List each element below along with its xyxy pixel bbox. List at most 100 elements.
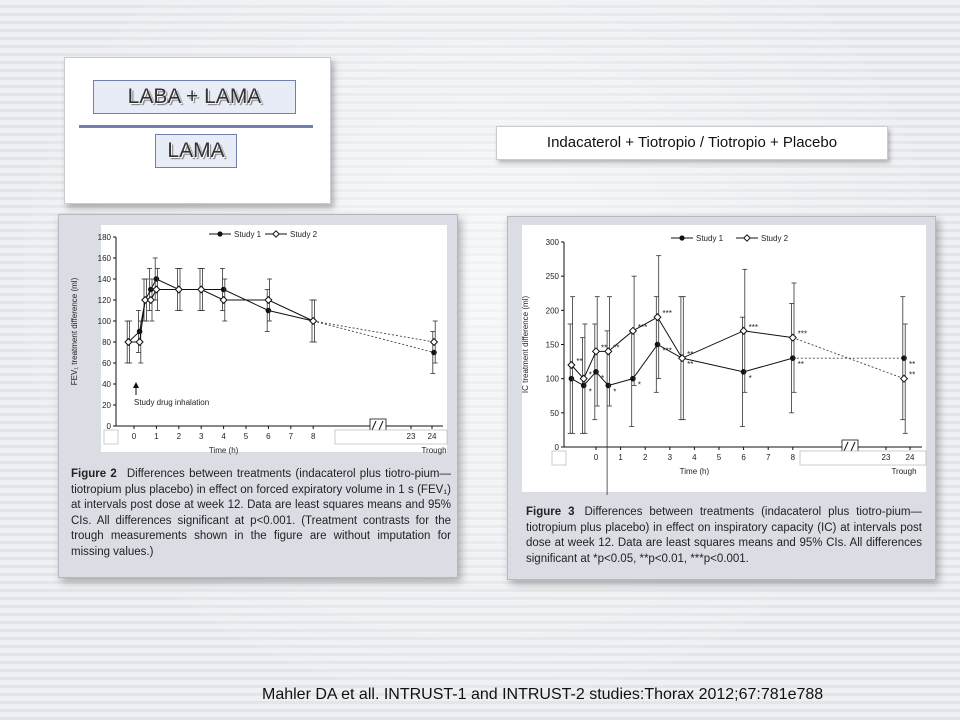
- y-tick-label: 150: [546, 341, 560, 350]
- x-tick-label: 23: [882, 453, 891, 462]
- x-tick-label: 1: [618, 453, 623, 462]
- significance-label-study-2: **: [687, 350, 693, 359]
- trough-label: Trough: [891, 467, 916, 476]
- x-tick-label: 5: [717, 453, 722, 462]
- legend-marker-study-1: [217, 231, 223, 237]
- trough-label: Trough: [421, 446, 446, 455]
- x-tick-label: 24: [906, 453, 915, 462]
- significance-label-study-1: **: [687, 360, 693, 369]
- plot-area: [101, 225, 447, 452]
- lama-label: LAMA: [155, 134, 237, 168]
- significance-label-study-1: ***: [663, 347, 672, 356]
- significance-label-study-2: ***: [638, 323, 647, 332]
- legend-label-study-2: Study 2: [290, 230, 318, 239]
- study-drug-inhalation-label: Study drug inhalation: [134, 398, 209, 407]
- axis-break-mark: [843, 441, 849, 452]
- citation: Mahler DA et all. INTRUST-1 and INTRUST-…: [262, 686, 824, 703]
- series-line-study-2: [128, 289, 314, 343]
- x-tick-label: 8: [311, 432, 316, 441]
- legend-label-study-1: Study 1: [696, 234, 724, 243]
- legend-marker-study-1: [679, 235, 685, 241]
- treatment-legend-card: LABA + LAMA LAMA: [64, 57, 331, 204]
- data-point-study-1: [630, 375, 636, 382]
- comparison-subtitle: Indacaterol + Tiotropio / Tiotropio + Pl…: [496, 126, 888, 160]
- data-point-study-1: [580, 382, 587, 389]
- data-point-study-2: [591, 347, 601, 356]
- y-tick-label: 60: [102, 359, 111, 368]
- significance-label-study-2: **: [909, 371, 915, 380]
- x-label-box-left: [103, 429, 119, 445]
- significance-label-study-2: **: [601, 343, 607, 352]
- significance-label-study-2: ***: [663, 309, 672, 318]
- x-tick-label: 6: [741, 453, 746, 462]
- axis-break-mark: [371, 420, 377, 431]
- figure-3-caption-text: Differences between treatments (indacate…: [526, 506, 922, 565]
- x-label-box-right: [334, 429, 448, 445]
- data-point-study-2: [174, 285, 183, 294]
- data-point-study-2: [141, 295, 150, 305]
- data-point-study-1: [901, 355, 907, 361]
- y-tick-label: 250: [546, 272, 560, 281]
- y-tick-label: 120: [98, 296, 112, 305]
- data-point-study-2: [124, 337, 133, 347]
- y-tick-label: 0: [107, 422, 112, 431]
- figure-3-caption-label: Figure 3: [526, 506, 575, 518]
- y-tick-label: 200: [546, 306, 560, 315]
- x-axis-label: Time (h): [209, 446, 239, 455]
- data-point-study-2: [567, 360, 576, 370]
- x-tick-label: 7: [289, 432, 294, 441]
- x-tick-label: 23: [407, 432, 416, 441]
- y-tick-label: 0: [555, 443, 560, 452]
- x-tick-label: 1: [154, 432, 159, 441]
- data-point-study-1: [593, 369, 599, 375]
- data-point-study-2: [739, 326, 748, 335]
- data-point-study-2: [197, 285, 206, 294]
- x-tick-label: 2: [643, 453, 648, 462]
- y-tick-label: 140: [98, 275, 112, 284]
- x-tick-label: 4: [221, 432, 226, 441]
- significance-label-study-2: **: [576, 357, 582, 366]
- x-tick-label: 3: [199, 432, 204, 441]
- significance-label-study-2: **: [613, 343, 619, 352]
- significance-label-study-1: *: [601, 374, 604, 383]
- data-point-study-1: [568, 375, 575, 382]
- data-point-study-2: [152, 285, 161, 294]
- y-tick-label: 20: [102, 401, 111, 410]
- x-tick-label: 2: [177, 432, 182, 441]
- data-point-study-2: [653, 313, 662, 322]
- x-tick-label: 0: [594, 453, 599, 462]
- significance-label-study-1: *: [638, 381, 641, 390]
- data-point-study-1: [265, 307, 272, 314]
- data-point-study-2: [788, 333, 797, 342]
- data-point-study-2: [604, 347, 613, 356]
- x-label-box-left: [551, 450, 567, 466]
- data-point-study-1: [431, 349, 437, 356]
- significance-label-study-2: ***: [798, 330, 807, 339]
- laba-lama-label: LABA + LAMA: [93, 80, 296, 114]
- x-label-box-right: [799, 450, 927, 466]
- figure-2-caption-label: Figure 2: [71, 468, 117, 480]
- data-point-study-1: [220, 286, 227, 293]
- data-point-study-2: [309, 316, 318, 326]
- series-trough-line-study-2: [313, 320, 435, 343]
- data-point-study-2: [264, 295, 273, 305]
- data-point-study-2: [899, 374, 909, 383]
- significance-label-study-1: *: [613, 388, 616, 397]
- data-point-study-2: [429, 337, 439, 347]
- y-tick-label: 80: [102, 338, 111, 347]
- data-point-study-2: [146, 295, 155, 305]
- x-tick-label: 7: [766, 453, 771, 462]
- y-axis-label: IC treatment difference (ml): [521, 296, 530, 394]
- y-axis-label: FEV₁ treatment difference (ml): [70, 277, 79, 385]
- data-point-study-2: [579, 374, 588, 383]
- data-point-study-1: [654, 341, 661, 348]
- figure-2-fev1: 0 20 40 60 80 100 120 140 160 180 FEV₁ treatment d…: [58, 214, 458, 578]
- data-point-study-2: [135, 337, 144, 347]
- figure-3-caption: Figure 3 Differences between treatments (…: [526, 505, 922, 567]
- data-point-study-2: [628, 326, 638, 335]
- significance-label-study-2: ***: [749, 323, 758, 332]
- legend-marker-study-2: [272, 230, 280, 238]
- significance-label-study-1: **: [909, 360, 915, 369]
- x-tick-label: 0: [132, 432, 137, 441]
